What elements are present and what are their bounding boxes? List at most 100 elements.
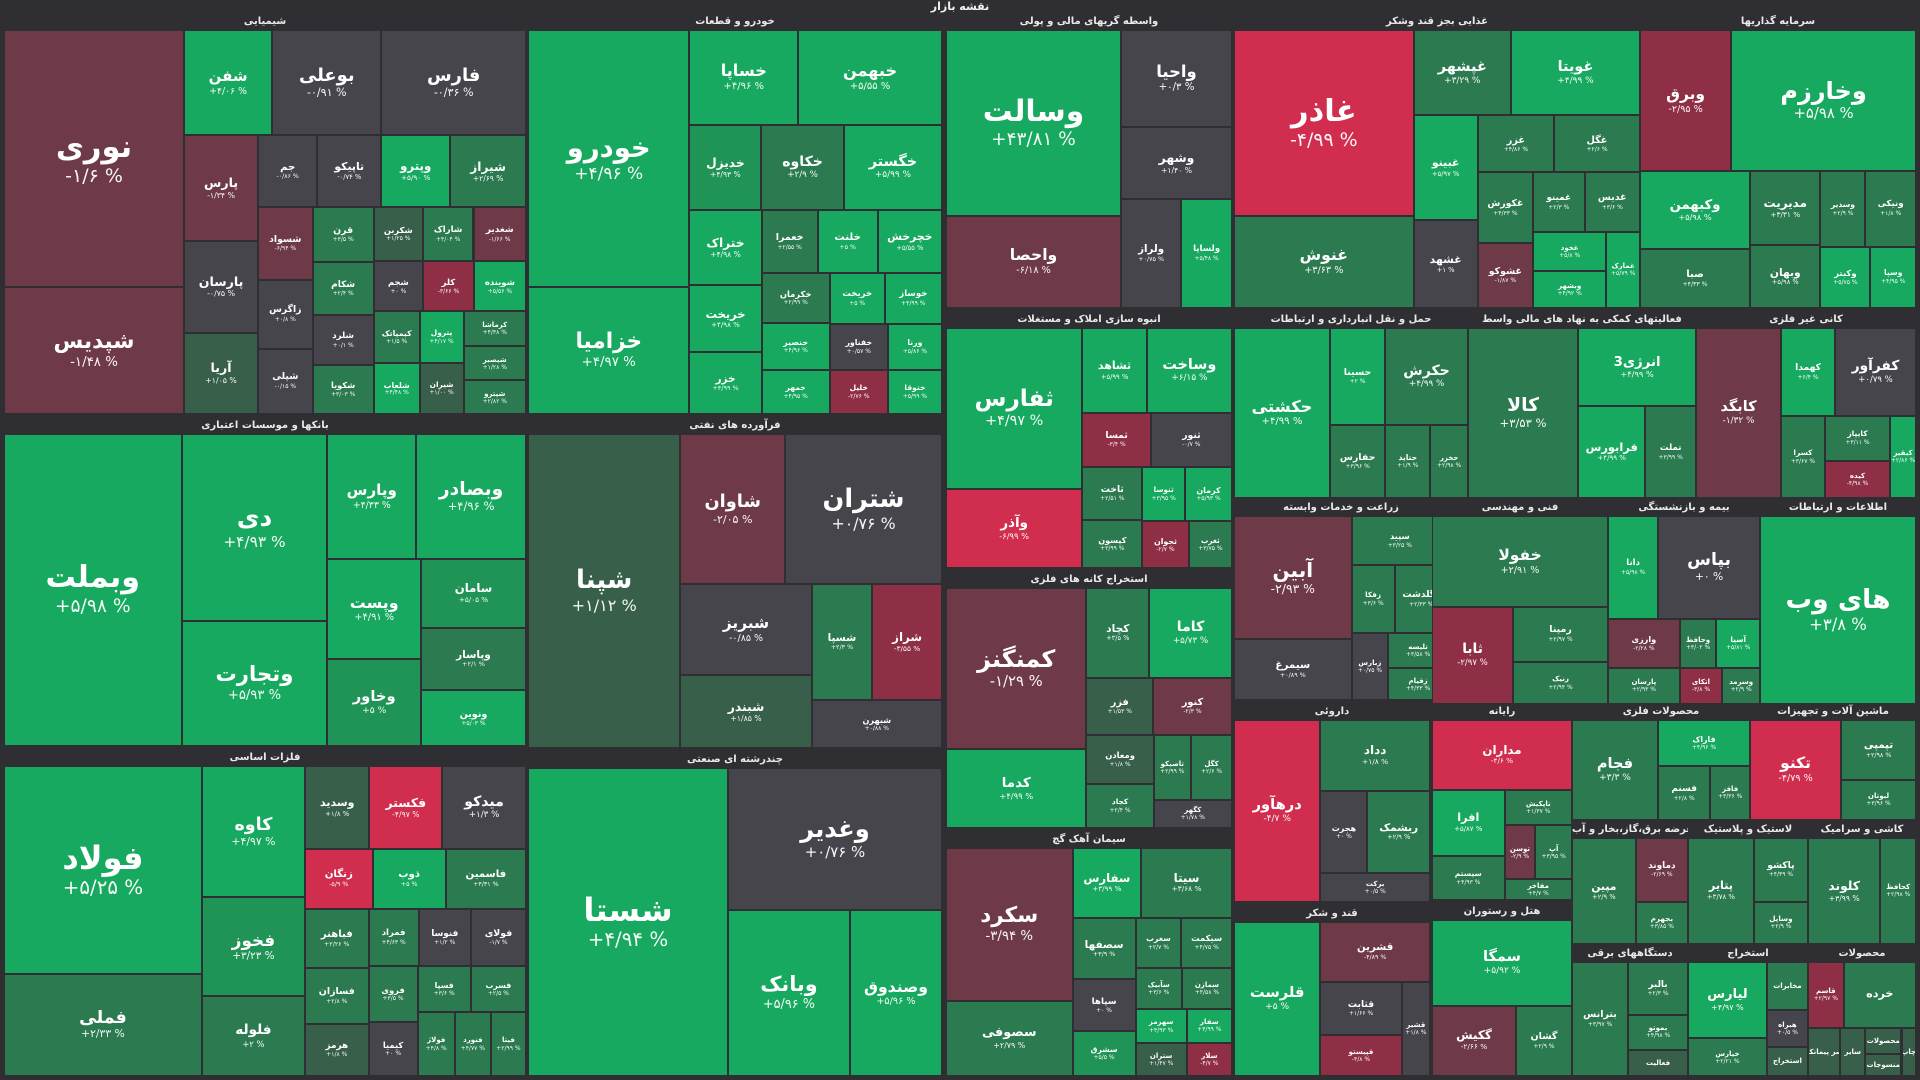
stock-tile[interactable]: محصولات: [1865, 1027, 1902, 1054]
stock-tile[interactable]: شلرد +۰/۱ %: [312, 314, 374, 366]
stock-tile[interactable]: منسوجات: [1865, 1053, 1902, 1076]
stock-tile[interactable]: وسدیر +۲/۹ %: [1820, 171, 1866, 247]
stock-tile[interactable]: بپاس +۰ %: [1658, 516, 1760, 620]
stock-tile[interactable]: های وب +۳/۸ %: [1760, 516, 1916, 704]
stock-tile[interactable]: وپست +۴/۹۱ %: [327, 559, 421, 660]
stock-tile[interactable]: سآبیک +۳/۶ %: [1135, 967, 1182, 1009]
stock-tile[interactable]: زنگان -۵/۹ %: [305, 848, 373, 909]
stock-tile[interactable]: وبملت +۵/۹۸ %: [4, 434, 182, 746]
stock-tile[interactable]: سشرق +۵/۵ %: [1072, 1031, 1136, 1076]
stock-tile[interactable]: تملت +۳/۹۹ %: [1645, 406, 1696, 498]
stock-tile[interactable]: سغرب +۲/۷ %: [1135, 917, 1182, 968]
stock-tile[interactable]: فارس -۰/۳۶ %: [381, 30, 526, 136]
stock-tile[interactable]: فنورد +۴/۷۷ %: [454, 1012, 491, 1076]
stock-tile[interactable]: ولراز +۰/۷۵ %: [1121, 199, 1182, 308]
stock-tile[interactable]: کحافظ +۲/۹۸ %: [1880, 838, 1916, 944]
stock-tile[interactable]: شفن +۴/۰۶ %: [184, 30, 273, 136]
stock-tile[interactable]: کرماشا +۴/۳۸ %: [463, 311, 526, 347]
stock-tile[interactable]: فاسمین +۴/۳۱ %: [445, 848, 526, 909]
stock-tile[interactable]: وصندوق +۵/۹۶ %: [849, 909, 942, 1076]
stock-tile[interactable]: ختراک +۴/۹۸ %: [689, 209, 762, 285]
stock-tile[interactable]: توسن -۲/۹ %: [1504, 825, 1536, 879]
stock-tile[interactable]: خکاوه +۲/۹ %: [761, 124, 844, 210]
stock-tile[interactable]: ثغرب +۳/۷۵ %: [1188, 521, 1232, 568]
stock-tile[interactable]: غگل +۲/۶ %: [1554, 115, 1640, 173]
stock-tile[interactable]: غخود +۵/۸ %: [1533, 231, 1607, 272]
stock-tile[interactable]: وپترو +۵/۹۰ %: [381, 135, 451, 207]
stock-tile[interactable]: آریا +۱/۰۵ %: [184, 332, 259, 414]
stock-tile[interactable]: حکرش +۴/۹۹ %: [1385, 328, 1468, 426]
stock-tile[interactable]: وسرمد +۲/۹ %: [1722, 667, 1760, 704]
stock-tile[interactable]: رمپنا +۲/۹۷ %: [1513, 606, 1608, 663]
stock-tile[interactable]: لبوتان +۳/۹۶ %: [1841, 779, 1916, 820]
stock-tile[interactable]: ثاخت +۲/۵۱ %: [1082, 466, 1143, 521]
stock-tile[interactable]: خفناور +۰/۵۷ %: [829, 323, 888, 370]
stock-tile[interactable]: فولای -۱/۷ %: [470, 908, 526, 967]
stock-tile[interactable]: ستران +۱/۴۷ %: [1135, 1043, 1187, 1076]
stock-tile[interactable]: ثنور -۰/۷ %: [1150, 412, 1232, 467]
stock-tile[interactable]: شکویا +۳/۰۳ %: [312, 365, 374, 414]
stock-tile[interactable]: شجم +۰ %: [373, 261, 424, 312]
stock-tile[interactable]: سفارس +۳/۹۹ %: [1072, 848, 1142, 918]
stock-tile[interactable]: وتجارت +۵/۹۳ %: [181, 621, 328, 746]
stock-tile[interactable]: چاپ: [1901, 1027, 1916, 1076]
stock-tile[interactable]: فروی +۳/۵ %: [368, 966, 418, 1023]
stock-tile[interactable]: وغدیر +۰/۷۶ %: [727, 768, 942, 910]
stock-tile[interactable]: وساپل +۲/۹ %: [1753, 901, 1808, 944]
stock-tile[interactable]: ذوب +۵ %: [372, 848, 446, 909]
stock-tile[interactable]: سیمرغ +۰/۸۹ %: [1234, 639, 1352, 700]
stock-tile[interactable]: فیتا +۲/۹۹ %: [490, 1012, 526, 1076]
stock-tile[interactable]: غنوش +۳/۶۳ %: [1234, 216, 1414, 308]
stock-tile[interactable]: غاذر -۴/۹۹ %: [1234, 30, 1414, 217]
stock-tile[interactable]: وپاسار +۲/۱ %: [420, 627, 526, 690]
stock-tile[interactable]: خلنت +۵ %: [817, 209, 878, 274]
stock-tile[interactable]: خساپا +۴/۹۶ %: [689, 30, 799, 125]
stock-tile[interactable]: شیصبر +۱/۲۸ %: [463, 346, 526, 381]
stock-tile[interactable]: پاکشو +۴/۴۹ %: [1753, 838, 1808, 902]
stock-tile[interactable]: خودرو +۴/۹۶ %: [528, 30, 690, 288]
stock-tile[interactable]: شغدیر -۱/۶۶ %: [473, 206, 526, 262]
stock-tile[interactable]: کلر -۳/۶۶ %: [423, 261, 474, 312]
stock-tile[interactable]: شستا +۴/۹۴ %: [528, 768, 728, 1076]
stock-tile[interactable]: تاپیکو -۰/۷۴ %: [317, 135, 382, 207]
stock-tile[interactable]: کهمدا +۶/۴ %: [1781, 328, 1836, 417]
stock-tile[interactable]: خفولا +۲/۹۱ %: [1432, 516, 1608, 607]
stock-tile[interactable]: گشان +۲/۹ %: [1515, 1005, 1572, 1076]
stock-tile[interactable]: بترانس +۳/۹۷ %: [1572, 962, 1629, 1076]
stock-tile[interactable]: وآذر -۶/۹۹ %: [946, 488, 1083, 568]
stock-tile[interactable]: پتایر +۳/۷۸ %: [1688, 838, 1754, 944]
stock-tile[interactable]: قشیر +۱/۸ %: [1401, 981, 1430, 1076]
stock-tile[interactable]: وحافظ +۳/۰۲ %: [1679, 619, 1717, 668]
stock-tile[interactable]: وبشهر +۴/۹۲ %: [1533, 271, 1607, 308]
stock-tile[interactable]: شسواد -۶/۹۴ %: [258, 206, 313, 280]
stock-tile[interactable]: کرمان +۵/۹۳ %: [1185, 466, 1232, 522]
stock-tile[interactable]: کگل +۲/۶ %: [1191, 734, 1232, 800]
stock-tile[interactable]: خریخت +۴/۹۸ %: [689, 284, 762, 353]
stock-tile[interactable]: شپلی -۰/۱۵ %: [258, 348, 313, 414]
stock-tile[interactable]: آسیا +۵/۸۱ %: [1716, 619, 1760, 668]
stock-tile[interactable]: غکورش +۴/۳۳ %: [1477, 172, 1533, 244]
stock-tile[interactable]: قپیستو -۴/۸ %: [1320, 1035, 1402, 1076]
stock-tile[interactable]: قاسم +۲/۹۷ %: [1808, 962, 1844, 1028]
stock-tile[interactable]: سلار -۴/۷ %: [1186, 1043, 1232, 1076]
stock-tile[interactable]: محصر پیمانکاری: [1808, 1027, 1841, 1076]
stock-tile[interactable]: استخراج: [1766, 1046, 1808, 1076]
stock-tile[interactable]: تاصیکو +۲/۹۹ %: [1153, 734, 1192, 800]
stock-tile[interactable]: خعمرا +۲/۵۵ %: [761, 209, 818, 274]
stock-tile[interactable]: خزر +۴/۹۹ %: [689, 352, 762, 414]
stock-tile[interactable]: خبهمن +۵/۵۵ %: [798, 30, 942, 125]
stock-tile[interactable]: وکبتر +۵/۷۵ %: [1820, 246, 1871, 308]
stock-tile[interactable]: قرن +۳/۵ %: [312, 206, 374, 263]
stock-tile[interactable]: ثنوسا +۳/۹۵ %: [1142, 466, 1186, 522]
stock-tile[interactable]: شاوان -۲/۰۵ %: [680, 434, 786, 585]
stock-tile[interactable]: ونوین +۵/۰۳ %: [420, 689, 526, 746]
stock-tile[interactable]: حخزر +۲/۹۸ %: [1430, 425, 1468, 498]
stock-tile[interactable]: کنور -۲/۳ %: [1153, 677, 1232, 735]
stock-tile[interactable]: قلرست +۵ %: [1234, 922, 1321, 1076]
stock-tile[interactable]: سکرد -۳/۹۴ %: [946, 848, 1073, 1001]
stock-tile[interactable]: خکرمان +۲/۹۹ %: [761, 273, 830, 323]
stock-tile[interactable]: مفاخر +۴/۷ %: [1504, 878, 1572, 900]
stock-tile[interactable]: وشهر +۱/۴۰ %: [1121, 126, 1232, 200]
stock-tile[interactable]: ومعادن +۱/۸ %: [1086, 734, 1154, 785]
stock-tile[interactable]: شراز -۳/۵۵ %: [872, 584, 942, 701]
